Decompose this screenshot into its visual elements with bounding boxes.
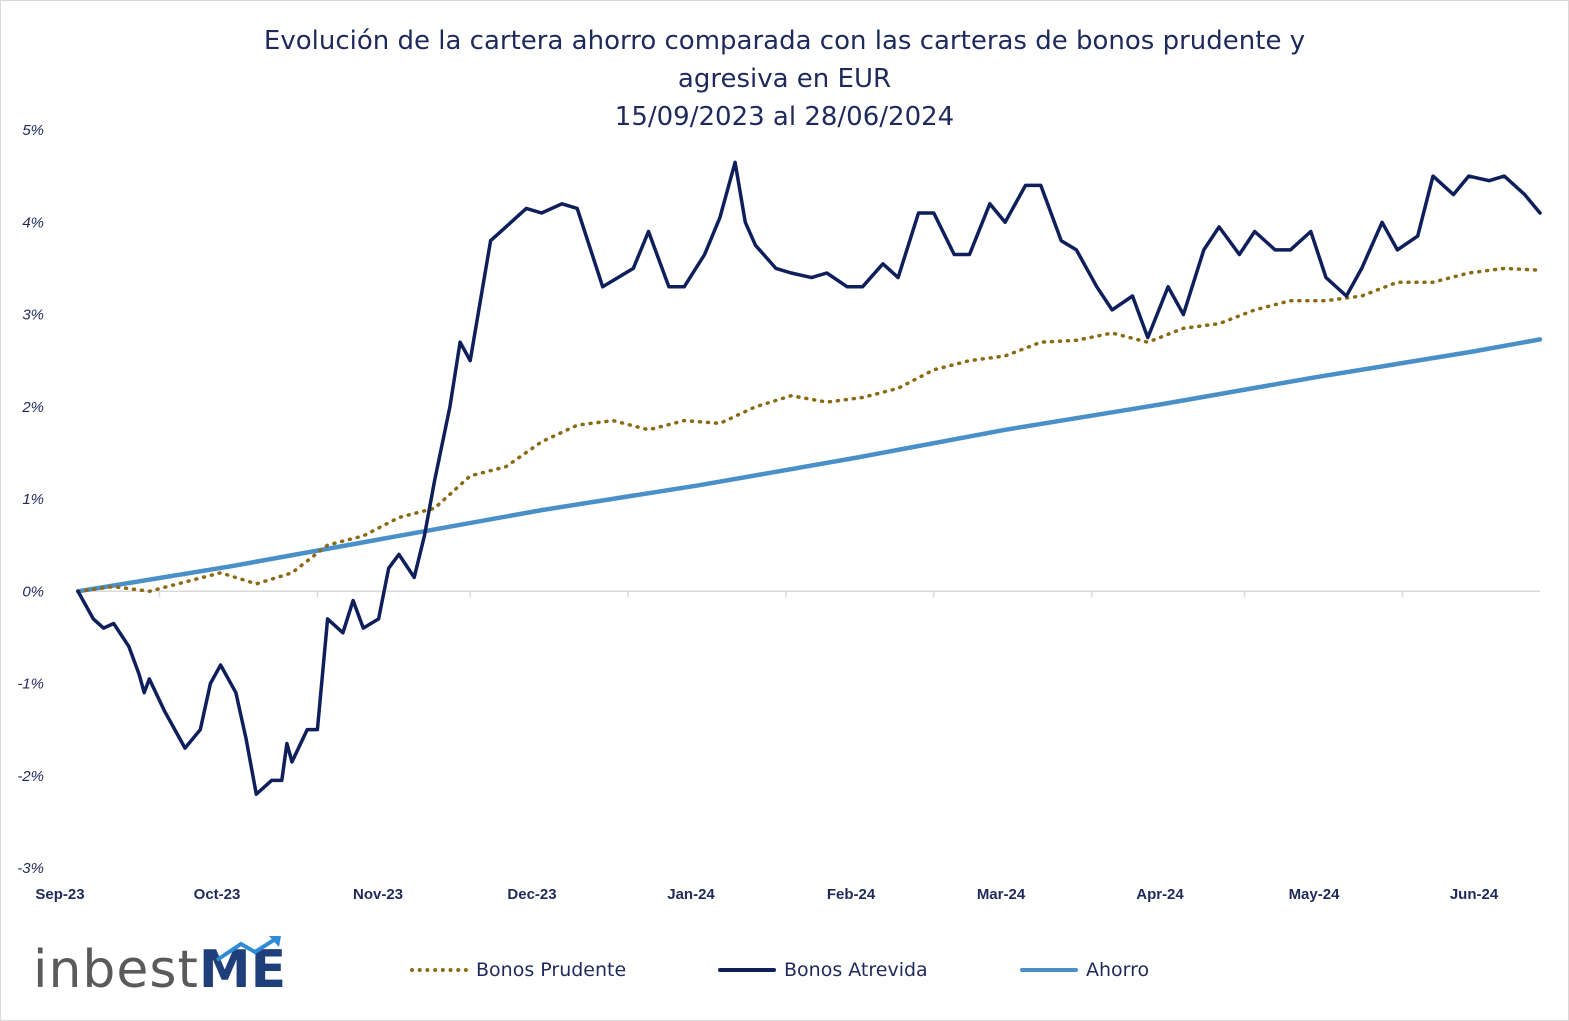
legend-swatch-ahorro <box>1020 968 1078 972</box>
y-tick-label: 4% <box>22 214 44 231</box>
x-tick-label: May-24 <box>1289 886 1341 903</box>
legend-label-atrevida: Bonos Atrevida <box>784 959 928 981</box>
x-tick-label: Nov-23 <box>353 886 403 903</box>
y-tick-label: -1% <box>17 676 44 693</box>
x-tick-label: Oct-23 <box>194 886 241 903</box>
x-tick-label: Dec-23 <box>507 886 556 903</box>
x-tick-label: Feb-24 <box>827 886 876 903</box>
x-tick-label: Jan-24 <box>667 886 715 903</box>
legend-item-prudente: Bonos Prudente <box>410 955 626 985</box>
y-tick-label: -2% <box>17 768 44 785</box>
y-tick-label: 0% <box>22 583 44 600</box>
title-line-2: agresiva en EUR <box>677 64 892 94</box>
legend-item-atrevida: Bonos Atrevida <box>718 955 928 985</box>
x-tick-label: Mar-24 <box>977 886 1026 903</box>
y-tick-label: 2% <box>21 399 44 416</box>
legend-label-ahorro: Ahorro <box>1086 959 1150 981</box>
legend-label-prudente: Bonos Prudente <box>476 959 627 981</box>
logo-accent-text: ME <box>198 940 287 1000</box>
y-tick-label: 5% <box>22 122 44 139</box>
trend-arrow-icon <box>215 936 281 962</box>
x-tick-label: Apr-24 <box>1136 886 1184 903</box>
title-line-1: Evolución de la cartera ahorro comparada… <box>263 26 1306 56</box>
legend-item-ahorro: Ahorro <box>1020 955 1149 985</box>
logo-accent: ME <box>198 936 287 1000</box>
legend-swatch-atrevida <box>718 968 776 972</box>
y-tick-label: 3% <box>22 307 44 324</box>
series-line-ahorro <box>75 337 1543 594</box>
logo-text: inbest <box>33 940 199 1000</box>
legend-swatch-prudente <box>410 968 468 972</box>
y-tick-label: 1% <box>22 491 44 508</box>
y-tick-label: -3% <box>17 860 44 877</box>
chart-legend: Bonos Prudente Bonos Atrevida Ahorro <box>0 955 1569 985</box>
x-tick-label: Sep-23 <box>35 886 84 903</box>
inbestme-logo: inbest ME <box>33 930 286 1000</box>
series-line-prudente <box>76 266 1542 594</box>
x-tick-label: Jun-24 <box>1450 886 1499 903</box>
title-line-3: 15/09/2023 al 28/06/2024 <box>614 102 955 132</box>
chart-title: Evolución de la cartera ahorro comparada… <box>0 22 1569 136</box>
series-line-atrevida <box>76 160 1542 796</box>
